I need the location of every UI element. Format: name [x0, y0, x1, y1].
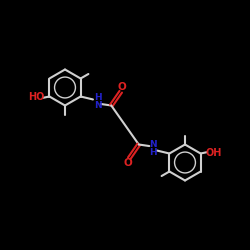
- Text: N
H: N H: [149, 140, 156, 157]
- Text: OH: OH: [206, 148, 222, 158]
- Text: H
N: H N: [94, 93, 101, 110]
- Text: HO: HO: [28, 92, 44, 102]
- Text: O: O: [124, 158, 132, 168]
- Text: O: O: [118, 82, 126, 92]
